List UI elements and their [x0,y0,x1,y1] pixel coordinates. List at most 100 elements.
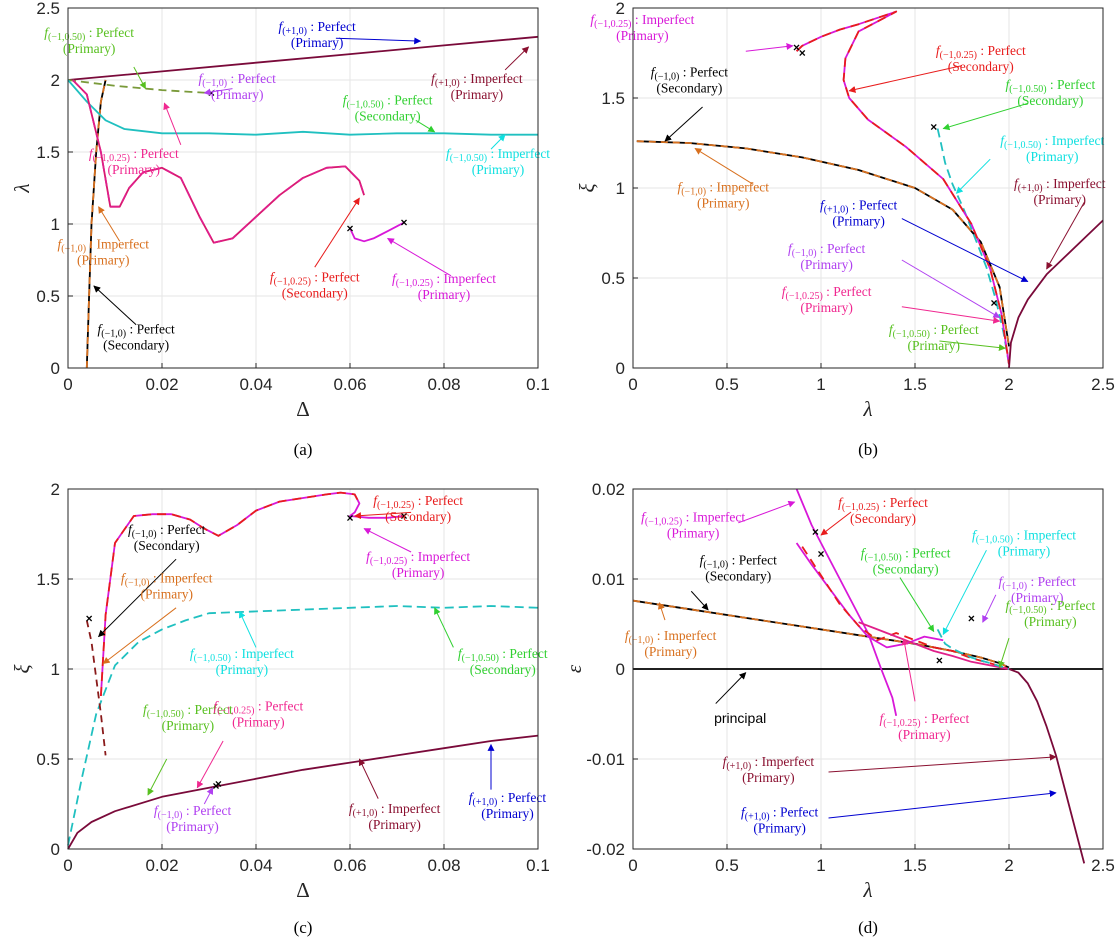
annotation-label: f(−1,0.25) : Imperfect [392,271,496,289]
annotation-branch: (Primary) [667,525,719,540]
annotation-label: f(−1,0.25) : Perfect [373,493,463,511]
annotation-label: f(−1,0.50) : Imperfect [972,527,1076,545]
annotation-kind: : Imperfect [1043,176,1106,191]
panel-caption: (c) [294,918,313,937]
annotation-subscript: (+1,0) [745,812,770,823]
annotation-branch: (Primary) [898,727,950,742]
annotation-subscript: (−1,0.50) [1009,605,1046,616]
x-tick-label: 0.1 [526,375,550,394]
annotation-func: f [820,198,826,213]
annotation-subscript: (−1,0.25) [396,278,433,289]
axes-frame [67,7,539,369]
annotation-label: f(+1,0) : Perfect [741,805,819,823]
annotation-kind: : Perfect [414,493,463,508]
panel-caption: (b) [858,440,878,459]
annotation-label: f(−1,0) : Imperfect [121,571,213,589]
annotation-kind: : Imperfect [751,754,814,769]
annotation-kind: : Perfect [255,698,304,713]
annotation-subscript: (−1,0.25) [217,705,254,716]
bifurcation-marker: × [817,547,824,561]
y-tick-label: 2 [616,0,625,18]
annotation-arrow [434,607,454,648]
annotation-branch: (Secondary) [282,286,348,301]
annotation-func: f [143,702,149,717]
x-tick-label: 0.04 [239,856,272,875]
annotation-label: f(−1,0) : Perfect [651,64,729,82]
annotation-label: f(−1,0.50) : Imperfect [1000,133,1104,151]
y-tick-label: 2 [51,480,60,499]
annotation-subscript: (−1,0) [655,71,680,82]
annotation-kind: : Perfect [817,241,866,256]
annotation-label: f(−1,0) : Perfect [199,71,277,89]
annotation-label: f(−1,0) : Perfect [97,321,175,339]
annotation-func: f [44,25,50,40]
series-line [67,605,539,846]
x-tick-label: 2 [1004,375,1013,394]
annotation-func: f [373,493,379,508]
annotation-kind: : Perfect [679,64,728,79]
annotation-branch: (Primary) [1034,192,1086,207]
annotation-branch: (Secondary) [134,538,200,553]
annotation-kind: : Imperfect [1013,527,1076,542]
annotation-label: f(−1,0.50) : Perfect [44,25,134,43]
x-tick-label: 0 [63,856,72,875]
annotation-label: f(−1,0) : Perfect [788,241,866,259]
annotation-func: f [1005,598,1011,613]
annotation-kind: : Perfect [930,322,979,337]
bifurcation-marker: × [990,296,997,310]
annotation-label: f(−1,0.25) : Imperfect [641,509,745,527]
annotation-arrow [196,740,224,789]
annotation-kind: : Perfect [311,270,360,285]
series-line [85,620,107,756]
annotation-arrow [163,102,182,145]
x-tick-label: 0.5 [715,375,739,394]
annotation-arrow [93,285,137,326]
y-tick-label: 0.5 [36,750,60,769]
panel-a: 0 0.02 0.04 0.06 0.08 0.100.511.522.5×× ×f(+1,… [10,0,550,459]
annotation-branch: (Primary) [232,714,284,729]
annotation-func: f [861,545,867,560]
x-tick-label: 0.02 [145,856,178,875]
annotation-func: f [641,509,647,524]
annotation-kind: : Perfect [823,284,872,299]
annotation-label: f(−1,0.25) : Perfect [936,43,1026,61]
annotation-kind: : Perfect [157,522,206,537]
series-line [795,488,898,716]
annotation-subscript: (−1,0.50) [1009,84,1046,95]
annotation-branch: (Secondary) [873,561,939,576]
annotation-arrow [828,753,1057,773]
y-axis-label: ξ [10,665,34,674]
annotation-branch: (Primary) [291,35,343,50]
annotation-kind: : Imperfect [86,236,149,251]
annotation-arrow [664,106,703,142]
annotation-branch: (Primary) [63,41,115,56]
y-axis-label: ξ [575,184,599,193]
annotation-func: f [278,19,284,34]
annotation-subscript: (−1,0.25) [274,277,311,288]
series-line [999,668,1086,864]
annotation-branch: (Primary) [697,196,749,211]
annotation-kind: : Perfect [499,646,548,661]
annotation-kind: : Imperfect [433,271,496,286]
annotation-subscript: (−1,0) [629,635,654,646]
annotation-kind: : Imperfect [460,71,523,86]
annotation-branch: (Primary) [1026,149,1078,164]
annotation-func: f [89,146,95,161]
annotation-branch: (Primary) [451,87,503,102]
annotation-func: f [999,574,1005,589]
y-tick-label: 0.5 [36,287,60,306]
annotation-label: f(−1,0.25) : Perfect [879,711,969,729]
annotation-branch: (Primary) [211,87,263,102]
annotation-arrow [982,594,997,623]
annotation-subscript: (−1,0) [101,328,126,339]
annotation-func: f [57,236,63,251]
annotation-func: f [879,711,885,726]
bifurcation-marker: × [208,86,215,100]
annotation-branch: (Primary) [472,162,524,177]
annotation-label: f(−1,0) : Imperfect [677,180,769,198]
annotation-branch: (Secondary) [470,662,536,677]
annotation-branch: (Secondary) [1017,93,1083,108]
annotation-kind: : Perfect [1027,574,1076,589]
x-axis-label: Δ [296,878,310,902]
